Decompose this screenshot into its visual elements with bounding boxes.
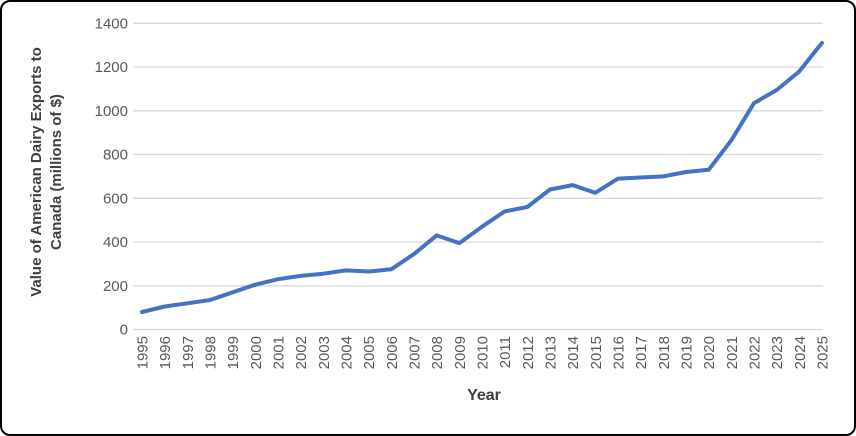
x-tick-label: 1999 xyxy=(225,336,242,369)
y-tick-label: 1400 xyxy=(95,15,128,32)
y-tick-label: 200 xyxy=(103,278,128,295)
y-axis-title-line2: Canada (millions of $) xyxy=(48,94,65,250)
x-tick-label: 2018 xyxy=(656,336,673,369)
x-tick-label: 2012 xyxy=(520,336,537,369)
y-tick-label: 1000 xyxy=(95,103,128,120)
x-tick-label: 2004 xyxy=(339,336,356,369)
data-series-line xyxy=(140,40,824,314)
x-tick-label: 2013 xyxy=(543,336,560,369)
y-axis-title-line1: Value of American Dairy Exports to xyxy=(28,47,45,297)
x-tick-label: 1997 xyxy=(180,336,197,369)
x-tick-label: 2007 xyxy=(407,336,424,369)
x-tick-label: 2015 xyxy=(588,336,605,369)
x-tick-label: 2006 xyxy=(384,336,401,369)
x-tick-label: 2014 xyxy=(565,336,582,369)
x-tick-label: 2016 xyxy=(611,336,628,369)
x-tick-label: 2023 xyxy=(769,336,786,369)
x-tick-label: 2009 xyxy=(452,336,469,369)
x-tick-label: 2010 xyxy=(475,336,492,369)
y-tick-label: 1200 xyxy=(95,59,128,76)
x-tick-label: 2019 xyxy=(679,336,696,369)
x-tick-label: 2024 xyxy=(792,336,809,369)
x-tick-label: 2017 xyxy=(633,336,650,369)
x-tick-label: 2020 xyxy=(701,336,718,369)
y-tick-label: 400 xyxy=(103,234,128,251)
x-tick-label: 2002 xyxy=(293,336,310,369)
x-tick-label: 2025 xyxy=(815,336,832,369)
y-tick-label: 0 xyxy=(120,322,128,339)
x-tick-label: 2001 xyxy=(271,336,288,369)
x-tick-label: 1998 xyxy=(203,336,220,369)
x-tick-label: 2005 xyxy=(361,336,378,369)
x-tick-label: 1996 xyxy=(157,336,174,369)
x-tick-label: 2008 xyxy=(429,336,446,369)
x-axis-title: Year xyxy=(467,387,501,404)
x-tick-label: 2021 xyxy=(724,336,741,369)
x-tick-label: 2011 xyxy=(497,336,514,368)
x-tick-label: 2003 xyxy=(316,336,333,369)
x-tick-label: 2000 xyxy=(248,336,265,369)
y-tick-label: 800 xyxy=(103,147,128,164)
y-axis-title: Value of American Dairy Exports to Canad… xyxy=(27,2,67,342)
x-tick-label: 2022 xyxy=(747,336,764,369)
x-tick-label: 1995 xyxy=(135,336,152,369)
y-tick-label: 600 xyxy=(103,190,128,207)
